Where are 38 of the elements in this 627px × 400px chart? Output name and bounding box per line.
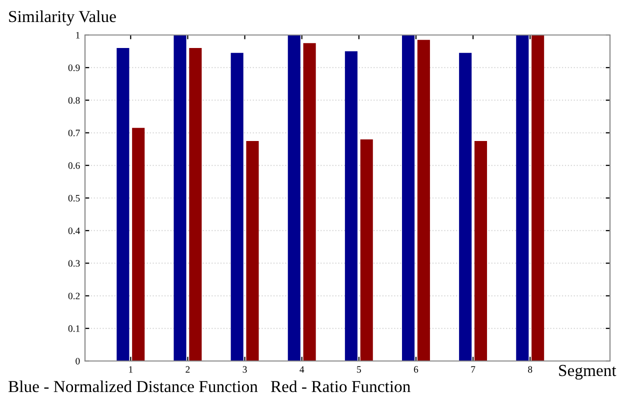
bar bbox=[516, 35, 529, 361]
y-tick-label: 0 bbox=[76, 358, 80, 364]
bar bbox=[132, 128, 145, 361]
y-tick-label: 0.9 bbox=[68, 64, 80, 72]
bar bbox=[344, 51, 358, 361]
y-tick-label: 1 bbox=[76, 32, 80, 38]
x-tick-label: 8 bbox=[528, 366, 532, 373]
x-tick-label: 6 bbox=[414, 366, 418, 373]
y-tick-label: 0.5 bbox=[68, 194, 80, 202]
bar bbox=[116, 48, 130, 361]
x-axis-title: Segment bbox=[559, 364, 616, 380]
x-tick-label: 5 bbox=[357, 366, 361, 373]
x-tick-label: 4 bbox=[300, 366, 304, 373]
bar bbox=[474, 140, 488, 361]
x-tick-label: 1 bbox=[129, 366, 132, 373]
bar bbox=[230, 52, 244, 361]
text: Blue - Normalized Distance Function Red - Ratio Function bbox=[8, 380, 410, 392]
y-tick-label: 0.8 bbox=[68, 97, 80, 104]
y-tick-label: 0.1 bbox=[68, 325, 80, 332]
bar bbox=[459, 52, 472, 361]
y-tick-label: 0.4 bbox=[68, 228, 80, 234]
bar bbox=[417, 40, 430, 361]
y-axis-title: Similarity Value bbox=[9, 10, 116, 26]
x-tick-label: 7 bbox=[471, 366, 476, 373]
y-tick-label: 0.7 bbox=[68, 130, 80, 136]
y-tick-label: 0.2 bbox=[68, 292, 80, 300]
x-tick-label: 2 bbox=[186, 366, 190, 373]
bar bbox=[189, 48, 202, 361]
bar bbox=[246, 140, 259, 361]
y-tick-label: 0.6 bbox=[68, 162, 80, 169]
x-tick-label: 3 bbox=[242, 366, 247, 373]
bar bbox=[288, 35, 300, 361]
y-tick-label: 0.3 bbox=[68, 260, 80, 267]
bar bbox=[532, 35, 544, 361]
bar bbox=[402, 35, 415, 361]
bar bbox=[174, 35, 186, 361]
bar bbox=[303, 43, 316, 361]
bar bbox=[360, 139, 373, 361]
